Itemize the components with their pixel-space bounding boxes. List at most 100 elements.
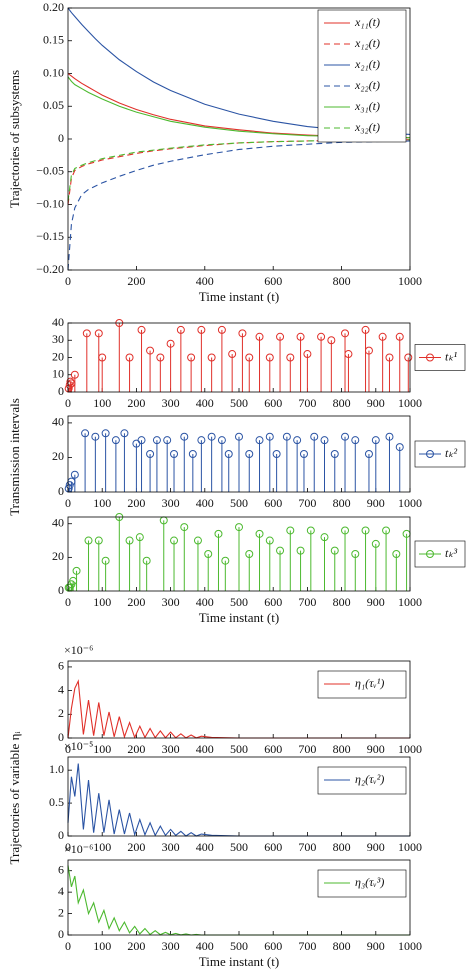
stem-marker [392,550,401,558]
x-tick-label: 1000 [398,396,422,410]
x-tick-label: 0 [65,840,71,854]
x-tick-label: 300 [162,840,180,854]
legend-label: η₂(τᵥ²) [355,772,384,786]
y-tick-label: 0.15 [43,33,64,47]
axis-multiplier: ×10⁻⁵ [64,739,93,753]
x-tick-label: 300 [162,396,180,410]
legend-marker [426,353,434,362]
stem-marker [156,353,165,362]
stem-marker [364,450,373,458]
y-tick-label: 0 [58,828,64,842]
x-axis-label: Time instant (t) [199,954,279,969]
y-tick-label: 4 [58,884,64,898]
legend-label: x₁₁(t) [354,15,380,29]
stem-marker [272,450,281,458]
legend-label: η₁(τᵥ¹) [355,676,384,690]
y-tick-label: 20 [52,349,64,363]
stem-marker [221,556,230,565]
x-tick-label: 1000 [398,939,422,953]
stem-marker [320,533,329,542]
x-tick-label: 500 [230,840,248,854]
x-axis-label: Time instant (t) [199,289,279,304]
stem-marker [255,436,264,445]
x-tick-label: 500 [230,496,248,510]
stem-marker [170,536,179,545]
stem-marker [235,523,243,532]
stem-marker [265,432,274,441]
y-tick-label: 6 [58,659,64,673]
stem-marker [204,550,213,558]
stem-marker [299,450,308,458]
legend-label: tₖ¹ [445,349,457,363]
x-tick-label: 500 [230,595,248,609]
x-tick-label: 0 [65,396,71,410]
stem-marker [94,536,103,545]
stem-marker [296,332,305,341]
stem-marker [385,353,394,362]
x-tick-label: 900 [367,939,385,953]
stem-marker [364,346,373,355]
stem-marker [94,329,103,338]
x-tick-label: 300 [162,496,180,510]
stem-marker [176,325,185,334]
stem-marker [207,353,216,362]
stem-marker [238,329,247,338]
x-tick-label: 400 [196,496,214,510]
stem-marker [125,536,134,545]
x-tick-label: 800 [333,742,351,756]
x-tick-label: 500 [230,742,248,756]
stem-marker [152,436,161,445]
x-tick-label: 400 [196,939,214,953]
x-tick-label: 100 [93,742,111,756]
stem-marker [330,546,339,555]
series-line [67,763,410,837]
y-tick-label: 0.10 [43,65,64,79]
y-tick-label: 0 [58,131,64,145]
stem-marker [310,432,319,441]
x-tick-label: 800 [333,496,351,510]
x-tick-label: 700 [298,396,316,410]
stem-marker [228,350,237,359]
x-tick-label: 200 [127,595,145,609]
series-line [67,139,410,202]
x-tick-label: 200 [127,840,145,854]
stem-marker [296,546,305,555]
x-tick-label: 1000 [398,496,422,510]
y-tick-label: 2 [58,905,64,919]
y-tick-label: −0.15 [36,229,64,243]
legend-label: x₂₂(t) [354,78,380,92]
y-tick-label: −0.10 [36,196,64,210]
x-tick-label: 600 [264,939,282,953]
stem-marker [101,556,110,565]
stem-marker [235,432,243,441]
stem-marker [371,539,380,548]
stem-marker [224,450,233,458]
stem-marker [344,350,353,359]
y-tick-label: 0 [58,384,64,398]
x-tick-label: 800 [333,840,351,854]
x-tick-label: 800 [333,939,351,953]
x-tick-label: 700 [298,595,316,609]
stem-marker [293,436,302,445]
stem-marker [91,432,100,441]
x-tick-label: 600 [264,742,282,756]
stem-marker [361,325,370,334]
y-tick-label: 20 [52,549,64,563]
legend-marker [426,550,434,558]
stem-marker [255,529,264,538]
plot-frame [67,756,411,837]
legend-label: x₃₁(t) [354,99,380,113]
stem-marker [188,450,197,458]
x-tick-label: 200 [127,496,145,510]
stem-marker [217,325,226,334]
x-tick-label: 0 [65,939,71,953]
legend-label: x₁₂(t) [354,36,380,50]
stem-marker [245,450,254,458]
x-tick-label: 200 [127,274,145,288]
x-tick-label: 400 [196,840,214,854]
y-tick-label: 4 [58,682,64,696]
stem-marker [245,550,254,558]
stem-marker [70,370,79,379]
stem-marker [70,470,79,479]
x-tick-label: 700 [298,496,316,510]
